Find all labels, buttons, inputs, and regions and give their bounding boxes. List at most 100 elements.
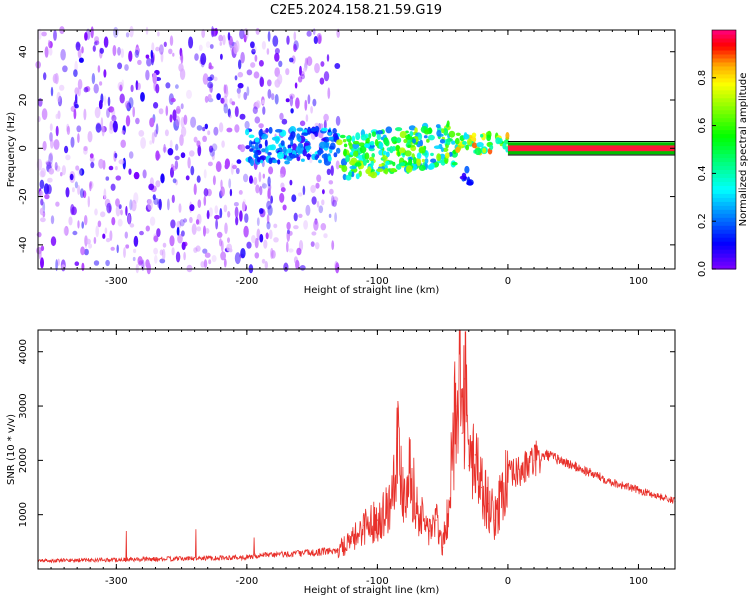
heatmap-cell <box>48 153 53 165</box>
heatmap-cell <box>137 59 142 65</box>
heatmap-cell <box>149 140 153 145</box>
heatmap-cell <box>250 141 256 145</box>
snr-point <box>464 378 466 380</box>
heatmap-cell <box>364 152 370 160</box>
heatmap-cell <box>117 218 123 227</box>
heatmap-cell <box>229 248 233 253</box>
colorbar-swatch <box>712 265 736 270</box>
heatmap-cell <box>120 48 125 58</box>
heatmap-cell <box>205 41 211 48</box>
heatmap-cell <box>196 175 201 183</box>
heatmap-cell <box>310 241 315 247</box>
heatmap-cell <box>89 181 92 187</box>
heatmap-cell <box>439 139 446 144</box>
heatmap-cell <box>189 204 195 212</box>
heatmap-cell <box>313 36 318 44</box>
heatmap-cell <box>106 202 112 214</box>
heatmap-cell <box>489 144 494 150</box>
heatmap-cell <box>77 184 81 195</box>
heatmap-cell <box>392 161 396 167</box>
heatmap-cell <box>448 151 453 157</box>
colorbar-swatch <box>712 81 736 87</box>
heatmap-cell <box>172 52 175 57</box>
heatmap-cell <box>327 87 331 99</box>
heatmap-cell <box>79 168 85 176</box>
heatmap-cell <box>476 142 484 148</box>
heatmap-cell <box>234 106 239 118</box>
snr-point <box>520 470 522 472</box>
heatmap-cell <box>371 131 377 138</box>
heatmap-cell <box>350 157 357 163</box>
heatmap-cell <box>236 159 242 164</box>
heatmap-cell <box>101 125 105 137</box>
snr-point <box>272 554 274 556</box>
heatmap-cell <box>266 214 270 224</box>
heatmap-cell <box>255 100 261 109</box>
colorbar-swatch <box>712 161 736 167</box>
heatmap-cell <box>335 160 340 170</box>
heatmap-cell <box>235 167 240 175</box>
heatmap-cell <box>250 41 255 49</box>
heatmap-cell <box>83 145 88 152</box>
heatmap-cell <box>430 158 437 163</box>
heatmap-cell <box>129 223 135 228</box>
heatmap-cell <box>49 123 53 131</box>
heatmap-cell <box>259 76 265 88</box>
heatmap-cell <box>274 48 280 55</box>
heatmap-cell <box>261 258 266 264</box>
heatmap-cell <box>299 120 306 127</box>
heatmap-cell <box>162 146 168 153</box>
heatmap-cell <box>261 148 266 153</box>
heatmap-cell <box>126 102 132 112</box>
heatmap-cell <box>270 195 273 204</box>
heatmap-cell <box>105 176 110 181</box>
heatmap-cell <box>162 248 166 261</box>
heatmap-cell <box>103 95 107 106</box>
heatmap-cell <box>206 209 210 220</box>
heatmap-cell <box>334 212 337 223</box>
heatmap-cell <box>288 248 294 253</box>
heatmap-cell <box>288 136 295 141</box>
heatmap-cell <box>52 73 58 84</box>
heatmap-cell <box>113 26 119 38</box>
heatmap-cell <box>310 184 316 194</box>
heatmap-cell <box>165 82 171 89</box>
heatmap-cell <box>75 41 81 51</box>
heatmap-cell <box>132 106 135 118</box>
heatmap-cell <box>189 150 195 157</box>
heatmap-cell <box>234 124 240 133</box>
heatmap-cell <box>87 131 93 143</box>
heatmap-cell <box>330 165 334 177</box>
heatmap-cell <box>259 75 264 87</box>
heatmap-cell <box>209 44 214 49</box>
heatmap-cell <box>255 27 260 35</box>
heatmap-cell <box>93 260 100 266</box>
heatmap-cell <box>442 147 449 152</box>
heatmap-cell <box>163 41 167 47</box>
heatmap-cell <box>74 104 79 109</box>
heatmap-cell <box>40 167 46 178</box>
snr-point <box>389 503 391 505</box>
heatmap-cell <box>208 259 212 265</box>
colorbar-swatch <box>712 137 736 143</box>
heatmap-cell <box>424 158 429 164</box>
heatmap-cell <box>348 141 352 146</box>
heatmap-cell <box>95 123 102 133</box>
heatmap-cell <box>121 79 125 88</box>
heatmap-cell <box>211 151 215 161</box>
snr-point <box>461 432 463 434</box>
snr-point <box>468 465 470 467</box>
heatmap-cell <box>482 147 487 154</box>
colorbar-swatch <box>712 213 736 218</box>
heatmap-cell <box>81 221 84 229</box>
heatmap-cell <box>105 238 111 243</box>
heatmap-cell <box>84 32 88 41</box>
heatmap-cell <box>103 36 109 48</box>
colorbar-swatch <box>712 117 736 123</box>
heatmap-cell <box>297 76 303 83</box>
heatmap-cell <box>133 235 139 247</box>
heatmap-cell <box>435 124 441 129</box>
heatmap-cell <box>256 228 261 241</box>
heatmap-cell <box>213 76 218 82</box>
heatmap-cell <box>285 98 290 103</box>
